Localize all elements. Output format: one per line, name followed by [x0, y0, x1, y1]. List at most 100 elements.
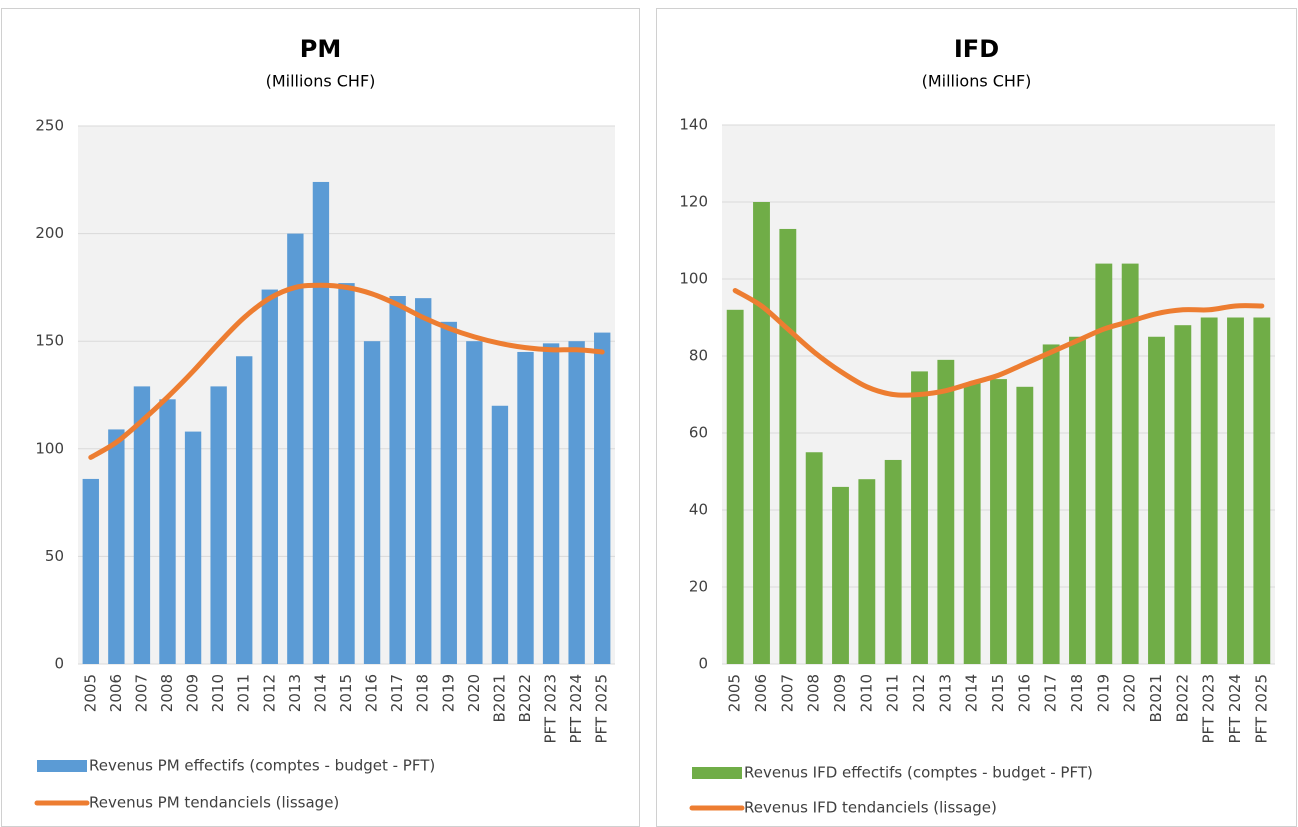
- y-tick-label: 100: [679, 270, 708, 288]
- bar: [338, 283, 355, 664]
- bar: [491, 405, 509, 664]
- y-tick-label: 60: [689, 424, 708, 442]
- bar: [287, 233, 304, 664]
- bar: [159, 399, 176, 664]
- x-tick-label: 2016: [1015, 674, 1033, 712]
- chart-panel: PM (Millions CHF) 0 50 100 150 200 250 2005 2006 2…: [1, 8, 640, 827]
- x-tick-label: 2008: [805, 674, 823, 712]
- x-tick-label: 2012: [260, 674, 278, 712]
- bar: [82, 478, 99, 664]
- bar: [415, 298, 432, 664]
- x-tick-label: 2010: [209, 674, 227, 712]
- trend-line: [88, 282, 605, 460]
- bar: [594, 332, 611, 664]
- trend-line: [732, 288, 1265, 398]
- x-tick-label: PFT 2024: [1226, 674, 1244, 744]
- legend-label: Revenus PM tendanciels (lissage): [89, 794, 339, 812]
- bar: [779, 228, 797, 664]
- legend-label: Revenus PM effectifs (comptes - budget -…: [89, 757, 435, 775]
- bar: [937, 359, 955, 664]
- y-tick-label: 40: [689, 501, 708, 519]
- x-tick-label: 2015: [337, 674, 355, 712]
- x-tick-label: B2021: [1147, 674, 1165, 722]
- bar: [1069, 336, 1086, 664]
- bar: [726, 309, 744, 664]
- bar: [184, 431, 202, 664]
- bar: [363, 341, 381, 664]
- x-tick-label: 2011: [235, 674, 253, 712]
- x-tick-label: 2017: [1042, 674, 1060, 712]
- y-tick-label: 200: [35, 224, 64, 242]
- y-tick-label: 140: [679, 116, 708, 134]
- x-tick-label: 2019: [439, 674, 457, 712]
- chart-title: PM: [300, 35, 341, 63]
- bar: [753, 202, 770, 664]
- bar: [1016, 386, 1034, 664]
- bar: [1042, 344, 1060, 664]
- bar: [236, 356, 253, 664]
- legend-label: Revenus IFD effectifs (comptes - budget …: [744, 764, 1093, 782]
- x-tick-label: B2021: [490, 674, 508, 722]
- bar: [858, 479, 876, 664]
- bar: [133, 386, 151, 664]
- x-tick-label: 2016: [363, 674, 381, 712]
- x-tick-label: B2022: [1173, 674, 1191, 722]
- bar: [911, 371, 928, 664]
- x-tick-label: PFT 2023: [1200, 674, 1218, 744]
- bar: [568, 341, 585, 664]
- x-tick-label: 2014: [963, 674, 981, 712]
- chart-panel: IFD (Millions CHF) 0 20 40 60 80 100 120 140 2005 2…: [656, 8, 1297, 827]
- x-tick-label: 2010: [857, 674, 875, 712]
- x-tick-label: 2006: [752, 674, 770, 712]
- chart-subtitle: (Millions CHF): [922, 72, 1032, 91]
- bar: [210, 386, 227, 664]
- y-tick-label: 0: [698, 655, 708, 673]
- x-tick-label: PFT 2025: [1252, 674, 1270, 744]
- bar: [389, 296, 406, 664]
- bar: [1227, 317, 1244, 664]
- bar: [261, 289, 278, 664]
- y-tick-label: 150: [35, 332, 64, 350]
- x-tick-label: 2005: [726, 674, 744, 712]
- x-tick-label: 2011: [884, 674, 902, 712]
- x-tick-label: 2005: [81, 674, 99, 712]
- x-tick-label: 2013: [286, 674, 304, 712]
- y-tick-label: 50: [45, 547, 64, 565]
- bar: [517, 351, 534, 664]
- y-tick-label: 100: [35, 439, 64, 457]
- x-tick-label: 2009: [184, 674, 202, 712]
- legend-swatch: [37, 760, 87, 772]
- x-tick-label: 2012: [910, 674, 928, 712]
- bar: [990, 379, 1007, 664]
- bar: [1253, 317, 1271, 664]
- y-tick-label: 120: [679, 193, 708, 211]
- chart-subtitle: (Millions CHF): [266, 72, 376, 91]
- bar: [1148, 336, 1165, 664]
- x-tick-label: 2013: [936, 674, 954, 712]
- y-tick-label: 80: [689, 347, 708, 365]
- bar: [963, 382, 981, 664]
- x-tick-label: 2008: [158, 674, 176, 712]
- x-tick-label: 2018: [1068, 674, 1086, 712]
- chart-title: IFD: [954, 35, 999, 63]
- bar: [466, 341, 483, 664]
- x-tick-label: PFT 2024: [567, 674, 585, 744]
- x-tick-label: 2014: [311, 674, 329, 712]
- x-tick-label: 2020: [465, 674, 483, 712]
- bar: [108, 429, 125, 664]
- bar: [440, 321, 457, 664]
- x-tick-label: 2020: [1121, 674, 1139, 712]
- y-tick-label: 20: [689, 578, 708, 596]
- x-tick-label: 2009: [831, 674, 849, 712]
- bar: [832, 486, 849, 664]
- x-tick-label: PFT 2025: [593, 674, 611, 744]
- x-tick-label: PFT 2023: [542, 674, 560, 744]
- bar: [1200, 317, 1218, 664]
- bar: [312, 181, 330, 664]
- y-tick-label: 250: [35, 117, 64, 135]
- x-tick-label: 2018: [414, 674, 432, 712]
- x-tick-label: 2007: [778, 674, 796, 712]
- bar: [1095, 263, 1113, 664]
- bar: [805, 452, 823, 664]
